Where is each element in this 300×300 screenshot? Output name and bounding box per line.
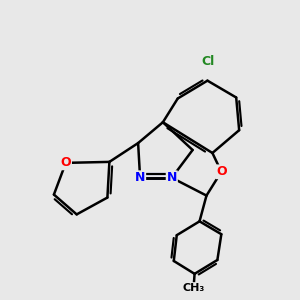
Text: Cl: Cl: [202, 55, 215, 68]
Text: N: N: [135, 171, 145, 184]
Text: CH₃: CH₃: [182, 283, 205, 293]
Text: N: N: [167, 171, 177, 184]
Text: O: O: [216, 165, 226, 178]
Text: O: O: [61, 156, 71, 170]
